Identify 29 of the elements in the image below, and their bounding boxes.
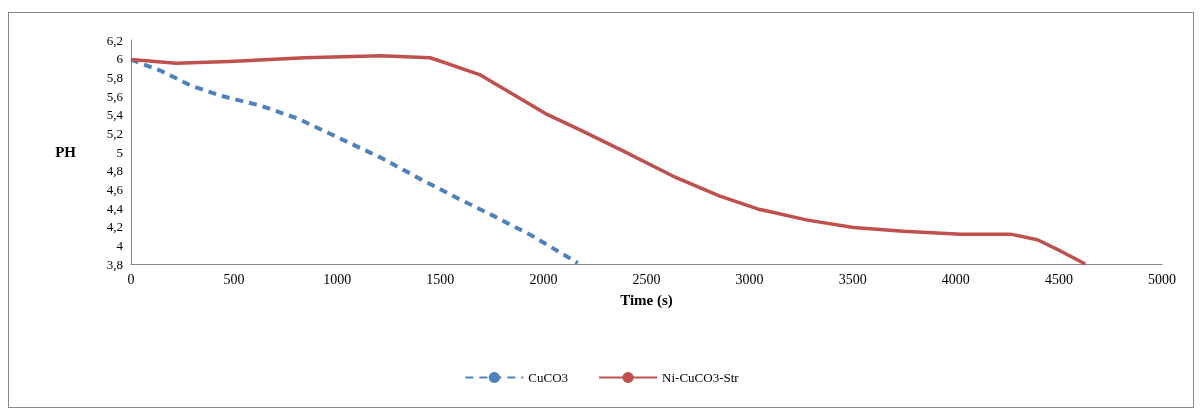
x-tick-label: 1000 (323, 271, 352, 287)
x-tick-label: 0 (127, 271, 135, 287)
x-axis-title: Time (s) (620, 291, 673, 309)
y-tick-label: 4,8 (106, 163, 123, 179)
x-tick-label: 4000 (941, 271, 970, 287)
y-tick-label: 5,2 (106, 125, 123, 141)
y-tick-label: 5,6 (106, 88, 124, 104)
x-tick-label: 2500 (632, 271, 661, 287)
x-tick-label: 500 (223, 271, 245, 287)
y-tick-label: 4,2 (106, 219, 123, 235)
y-axis-title: PH (55, 144, 77, 160)
legend-label: CuCO3 (528, 370, 569, 385)
x-tick-label: 2000 (529, 271, 558, 287)
y-tick-label: 5,4 (106, 107, 124, 123)
x-tick-label: 3000 (735, 271, 764, 287)
x-tick-label: 3500 (838, 271, 867, 287)
line-series (129, 54, 1088, 266)
x-tick-label: 4500 (1044, 271, 1073, 287)
y-tick-label: 5 (116, 144, 123, 160)
y-tick-label: 4,6 (106, 181, 124, 197)
y-tick-label: 3,8 (106, 256, 123, 272)
y-tick-label: 5,8 (106, 69, 123, 85)
y-tick-label: 6 (116, 51, 124, 67)
y-tick-label: 4 (116, 237, 124, 253)
y-tick-label: 4,4 (106, 200, 124, 216)
y-tick-label: 6,2 (106, 32, 123, 48)
x-tick-label: 1500 (426, 271, 455, 287)
legend-label: Ni-CuCO3-Str (662, 370, 740, 385)
x-tick-label: 5000 (1148, 271, 1176, 287)
